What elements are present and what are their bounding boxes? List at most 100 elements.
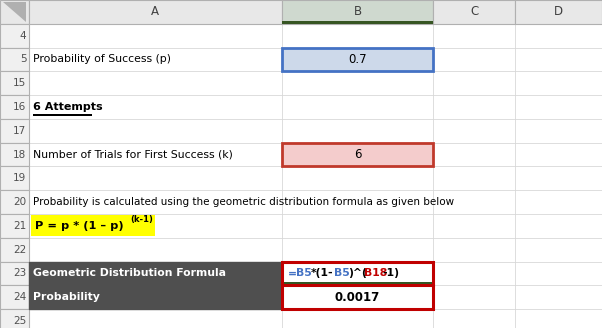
- Bar: [433, 214, 515, 238]
- Text: Probability is calculated using the geometric distribution formula as given belo: Probability is calculated using the geom…: [33, 197, 454, 207]
- Bar: [433, 48, 515, 72]
- Bar: [0, 262, 29, 285]
- Bar: [433, 309, 515, 328]
- Bar: [29, 214, 282, 238]
- Bar: [515, 95, 602, 119]
- Text: =: =: [288, 269, 297, 278]
- Text: B5: B5: [296, 269, 312, 278]
- Bar: [29, 24, 282, 48]
- Text: B: B: [353, 5, 362, 18]
- Bar: [0, 119, 29, 143]
- Bar: [515, 285, 602, 309]
- Text: A: A: [151, 5, 160, 18]
- Polygon shape: [3, 2, 26, 22]
- Bar: [282, 24, 433, 48]
- Bar: [29, 309, 282, 328]
- Text: 22: 22: [13, 245, 26, 255]
- Text: (k-1): (k-1): [130, 215, 153, 224]
- Text: 6: 6: [354, 148, 361, 161]
- Bar: [282, 285, 433, 309]
- Bar: [282, 309, 433, 328]
- Bar: [29, 48, 282, 72]
- Bar: [282, 119, 433, 143]
- Bar: [284, 282, 432, 284]
- Bar: [29, 95, 282, 119]
- Bar: [29, 190, 282, 214]
- Bar: [515, 119, 602, 143]
- Text: B5: B5: [334, 269, 349, 278]
- Bar: [282, 143, 433, 167]
- Bar: [29, 0, 282, 24]
- Bar: [29, 285, 282, 309]
- Text: 16: 16: [13, 102, 26, 112]
- Text: 19: 19: [13, 174, 26, 183]
- Text: B18: B18: [364, 269, 387, 278]
- Bar: [0, 167, 29, 190]
- Bar: [29, 72, 282, 95]
- Bar: [0, 214, 29, 238]
- Bar: [0, 48, 29, 72]
- Text: P = p * (1 – p): P = p * (1 – p): [35, 221, 123, 231]
- Bar: [433, 143, 515, 167]
- Bar: [282, 48, 433, 72]
- Bar: [29, 143, 282, 167]
- Bar: [0, 238, 29, 262]
- Text: 15: 15: [13, 78, 26, 88]
- Bar: [515, 309, 602, 328]
- Text: Probability: Probability: [33, 292, 100, 302]
- Text: 21: 21: [13, 221, 26, 231]
- Text: 5: 5: [20, 54, 26, 64]
- Bar: [282, 262, 433, 285]
- Bar: [433, 0, 515, 24]
- Bar: [0, 309, 29, 328]
- Bar: [282, 22, 433, 24]
- Bar: [29, 262, 282, 285]
- Bar: [433, 72, 515, 95]
- Bar: [0, 0, 29, 24]
- Bar: [29, 119, 282, 143]
- Bar: [433, 119, 515, 143]
- Bar: [282, 262, 433, 285]
- Text: 4: 4: [20, 31, 26, 41]
- Bar: [29, 238, 282, 262]
- Bar: [282, 143, 433, 167]
- Text: Probability of Success (p): Probability of Success (p): [33, 54, 170, 64]
- Text: 20: 20: [13, 197, 26, 207]
- Bar: [29, 262, 282, 285]
- Bar: [31, 215, 155, 236]
- Text: -1): -1): [383, 269, 400, 278]
- Text: Geometric Distribution Formula: Geometric Distribution Formula: [33, 269, 226, 278]
- Bar: [433, 24, 515, 48]
- Bar: [282, 238, 433, 262]
- Bar: [0, 190, 29, 214]
- Bar: [433, 95, 515, 119]
- Text: )^(: )^(: [348, 269, 367, 278]
- Bar: [0, 24, 29, 48]
- Text: 18: 18: [13, 150, 26, 159]
- Bar: [0, 285, 29, 309]
- Bar: [515, 262, 602, 285]
- Text: 25: 25: [13, 316, 26, 326]
- Bar: [515, 167, 602, 190]
- Bar: [0, 143, 29, 167]
- Bar: [433, 190, 515, 214]
- Text: 17: 17: [13, 126, 26, 136]
- Bar: [282, 95, 433, 119]
- Bar: [33, 114, 92, 115]
- Bar: [0, 95, 29, 119]
- Bar: [515, 72, 602, 95]
- Bar: [29, 167, 282, 190]
- Text: C: C: [470, 5, 479, 18]
- Text: 0.7: 0.7: [349, 53, 367, 66]
- Bar: [433, 167, 515, 190]
- Bar: [515, 24, 602, 48]
- Text: *(1-: *(1-: [311, 269, 334, 278]
- Bar: [515, 143, 602, 167]
- Text: 6 Attempts: 6 Attempts: [33, 102, 102, 112]
- Bar: [433, 262, 515, 285]
- Bar: [515, 48, 602, 72]
- Bar: [282, 285, 433, 309]
- Text: Number of Trials for First Success (k): Number of Trials for First Success (k): [33, 150, 232, 159]
- Text: 23: 23: [13, 269, 26, 278]
- Bar: [282, 0, 433, 24]
